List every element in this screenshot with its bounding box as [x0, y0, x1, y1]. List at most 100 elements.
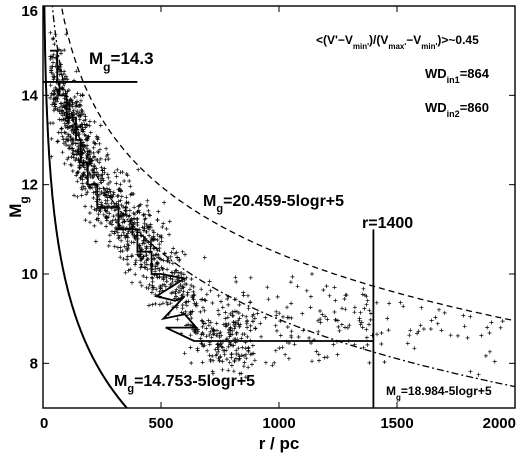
- scatter-point: [167, 260, 172, 265]
- scatter-point: [127, 179, 132, 183]
- scatter-point: [316, 329, 321, 334]
- x-tick-label: 2000: [483, 415, 516, 432]
- completeness-envelope: [50, 49, 374, 342]
- scatter-point: [217, 331, 222, 336]
- scatter-point: [285, 325, 290, 329]
- scatter-point: [158, 286, 163, 291]
- scatter-point: [107, 221, 112, 226]
- scatter-point: [59, 118, 64, 122]
- scatter-point: [215, 341, 220, 346]
- scatter-point: [159, 235, 164, 240]
- scatter-point: [130, 280, 134, 285]
- scatter-point: [77, 165, 82, 170]
- scatter-point: [489, 320, 494, 325]
- scatter-point: [229, 355, 234, 360]
- scatter-point: [483, 353, 488, 358]
- scatter-point: [178, 271, 183, 276]
- scatter-point: [101, 178, 106, 183]
- scatter-point: [345, 325, 350, 330]
- scatter-point: [421, 327, 426, 331]
- scatter-point: [48, 57, 53, 61]
- scatter-point: [71, 141, 75, 146]
- scatter-point: [96, 218, 101, 223]
- scatter-point: [112, 231, 117, 236]
- scatter-point: [77, 110, 82, 115]
- scatter-point: [129, 217, 134, 221]
- scatter-point: [95, 149, 100, 154]
- scatter-point: [145, 198, 150, 203]
- scatter-point: [131, 211, 136, 216]
- scatter-point: [211, 332, 216, 337]
- y-axis-label: Mg: [6, 196, 31, 218]
- scatter-point: [199, 287, 204, 292]
- scatter-point: [428, 327, 433, 331]
- scatter-point: [70, 124, 75, 129]
- scatter-point: [96, 212, 101, 217]
- scatter-point: [364, 294, 369, 299]
- scatter-point: [245, 318, 250, 323]
- scatter-point: [48, 95, 53, 100]
- scatter-point: [212, 329, 216, 334]
- scatter-point: [220, 359, 225, 364]
- scatter-point: [246, 293, 250, 298]
- scatter-point: [367, 360, 372, 365]
- scatter-point: [50, 102, 55, 107]
- scatter-point: [119, 194, 124, 199]
- scatter-point: [91, 196, 96, 200]
- scatter-point: [166, 256, 171, 261]
- scatter-point: [225, 315, 230, 320]
- scatter-point: [138, 230, 143, 235]
- scatter-point: [86, 134, 91, 139]
- scatter-point: [160, 283, 165, 288]
- scatter-point: [104, 154, 109, 158]
- scatter-point: [186, 322, 191, 327]
- scatter-point: [244, 356, 249, 361]
- scatter-point: [498, 325, 503, 330]
- scatter-point: [225, 297, 230, 301]
- scatter-point: [375, 332, 379, 337]
- scatter-point: [231, 313, 236, 318]
- scatter-point: [98, 123, 103, 128]
- scatter-point: [101, 191, 106, 196]
- scatter-point: [132, 233, 137, 238]
- scatter-point: [135, 223, 140, 227]
- scatter-point: [211, 358, 216, 363]
- scatter-point: [150, 287, 155, 292]
- scatter-point: [437, 307, 441, 312]
- scatter-point: [401, 304, 406, 309]
- scatter-point: [274, 313, 279, 318]
- scatter-point: [75, 109, 80, 114]
- scatter-point: [241, 293, 246, 298]
- scatter-point: [360, 292, 365, 297]
- model-curves: [43, 6, 515, 408]
- scatter-point: [95, 137, 100, 142]
- scatter-point: [258, 321, 263, 326]
- scatter-point: [199, 332, 204, 337]
- scatter-point: [368, 317, 373, 322]
- scatter-point: [115, 230, 120, 235]
- scatter-point: [126, 214, 131, 219]
- scatter-point: [325, 355, 330, 360]
- scatter-point: [106, 190, 111, 195]
- scatter-point: [252, 316, 257, 321]
- scatter-point: [120, 249, 125, 253]
- scatter-point: [158, 284, 163, 289]
- scatter-point: [125, 231, 130, 236]
- scatter-point: [137, 253, 141, 258]
- scatter-point: [190, 309, 195, 314]
- scatter-point: [91, 155, 96, 160]
- scatter-point: [333, 318, 338, 323]
- scatter-point: [152, 237, 156, 241]
- scatter-point: [154, 252, 159, 257]
- scatter-point: [273, 323, 278, 328]
- scatter-point: [226, 368, 231, 373]
- scatter-point: [175, 255, 180, 260]
- curve-solid: [43, 6, 129, 408]
- scatter-point: [364, 335, 369, 340]
- scatter-point: [239, 353, 244, 358]
- scatter-point: [318, 309, 322, 313]
- scatter-point: [162, 200, 167, 205]
- scatter-point: [210, 301, 215, 305]
- scatter-point: [75, 179, 80, 184]
- scatter-point: [121, 257, 126, 261]
